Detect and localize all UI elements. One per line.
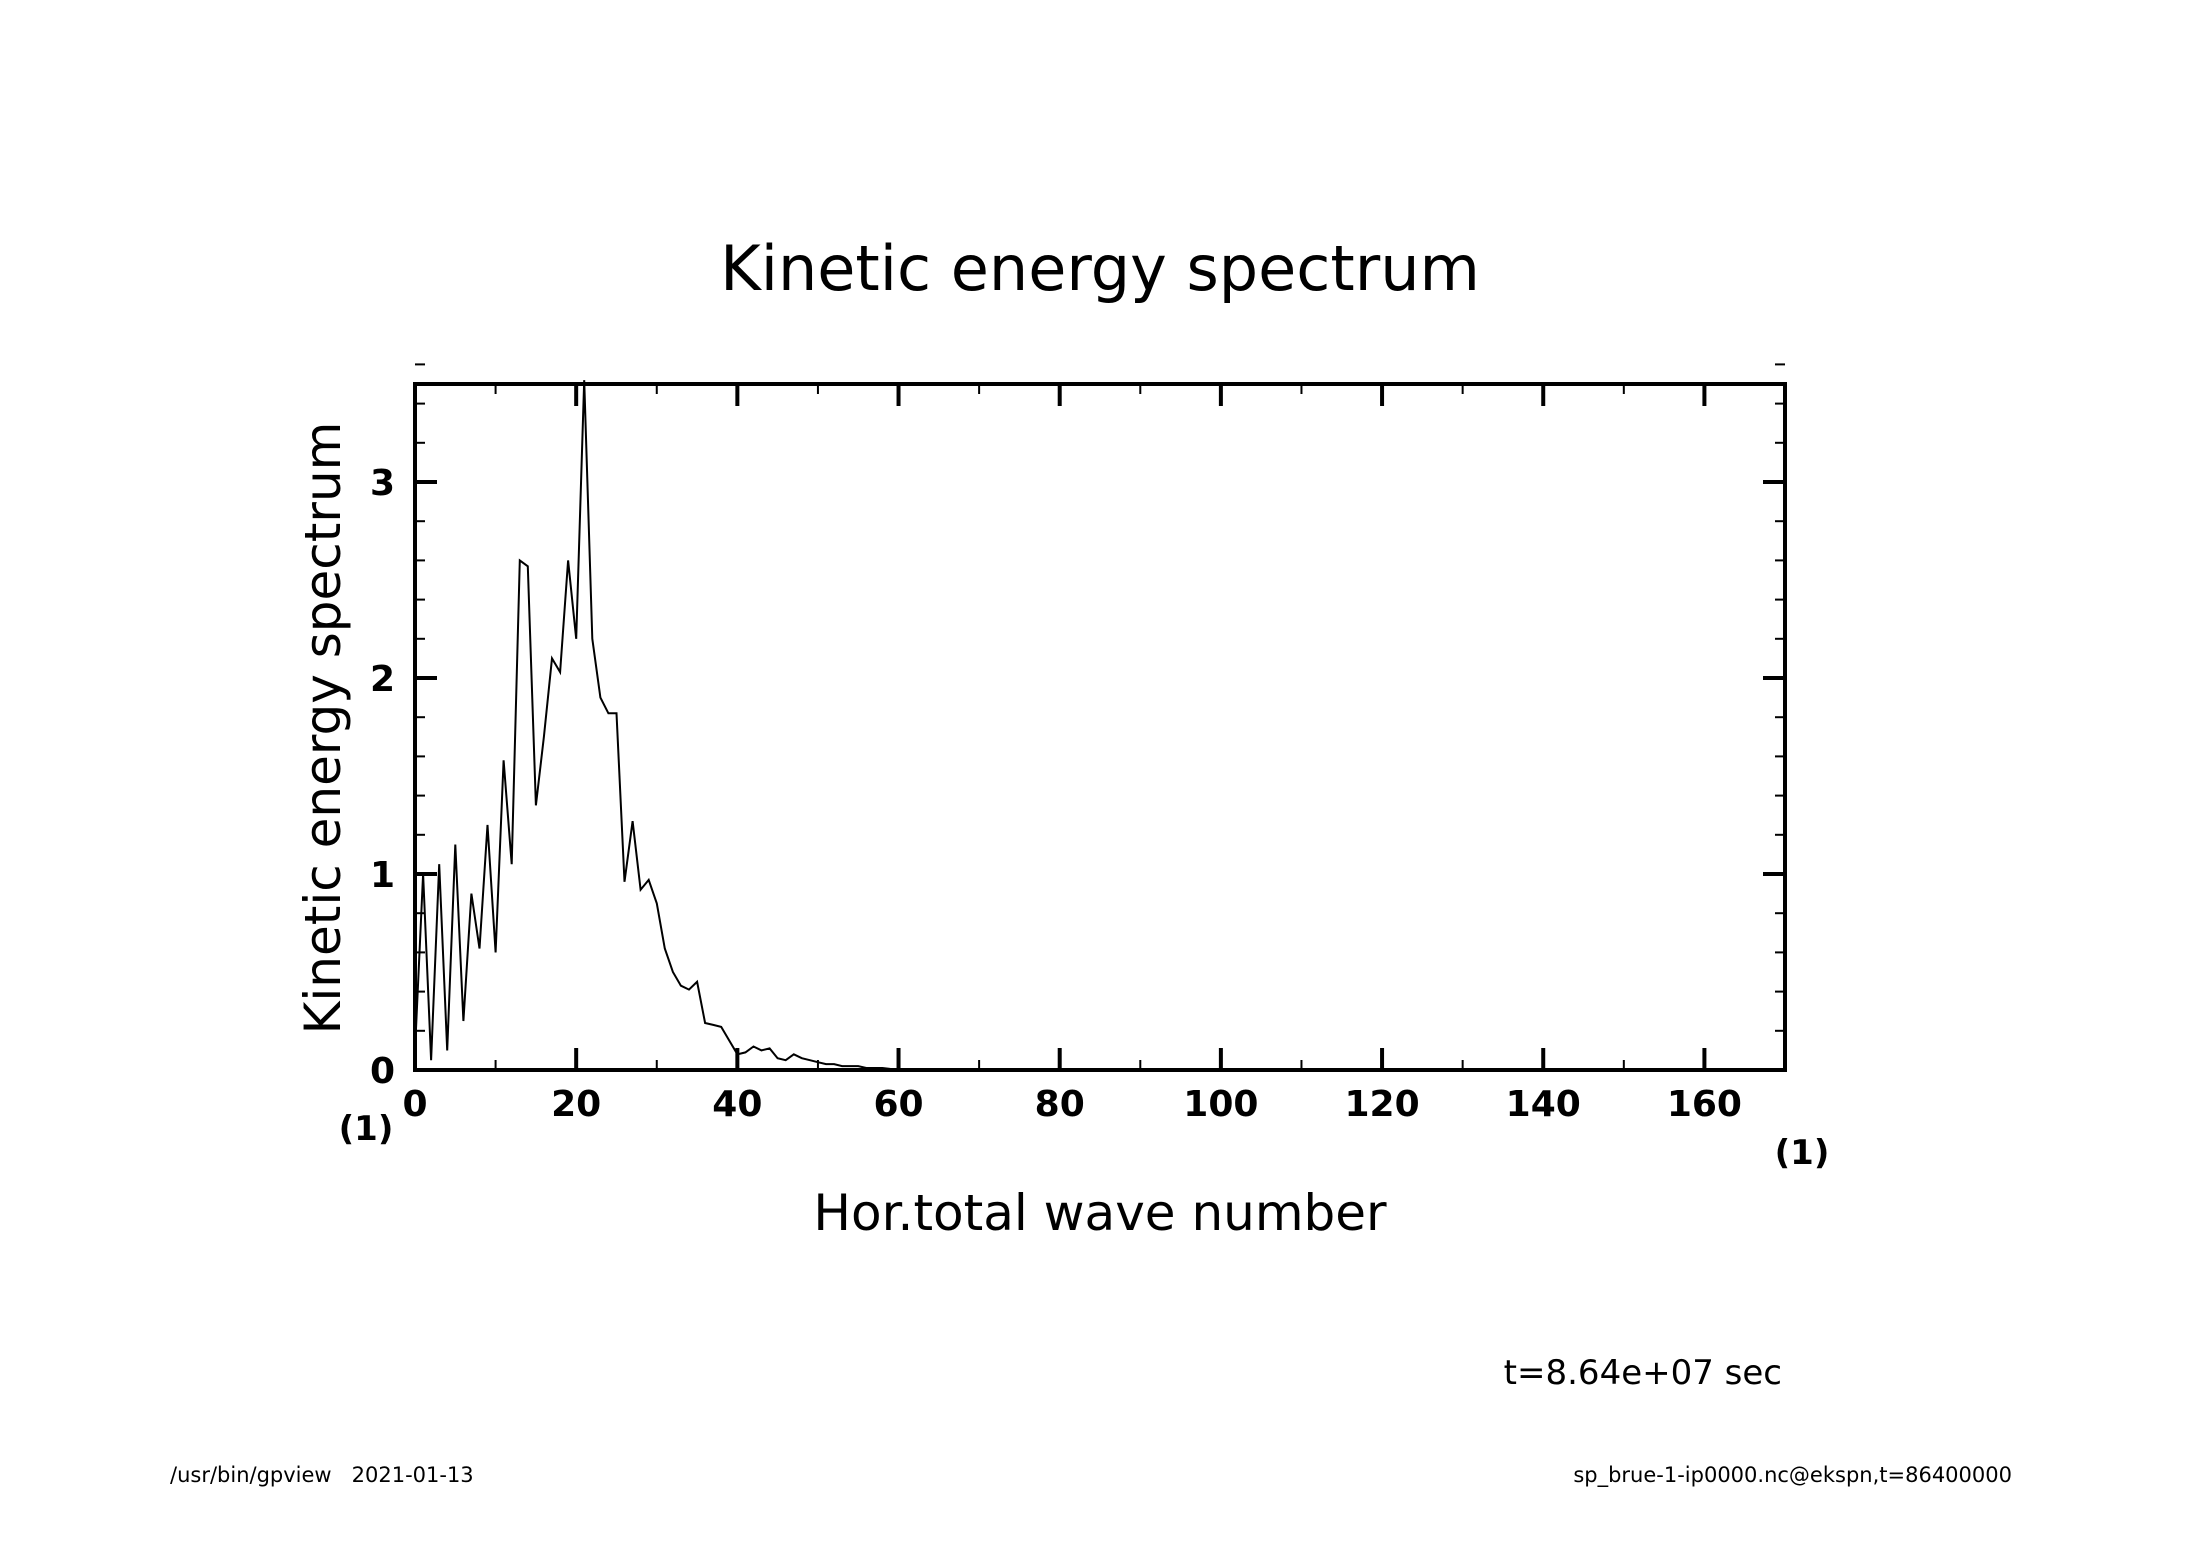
x-tick-label: 80 <box>1035 1084 1085 1125</box>
x-tick-label: 100 <box>1183 1084 1258 1125</box>
axis-ticks <box>413 363 1786 1072</box>
x-tick-label: 20 <box>551 1084 601 1125</box>
series-line-kinetic-energy <box>414 380 1785 1071</box>
chart-title: Kinetic energy spectrum <box>720 232 1480 305</box>
y-tick-label: 3 <box>370 463 395 504</box>
y-tick-label: 1 <box>370 855 395 896</box>
x-axis-title: Hor.total wave number <box>813 1184 1387 1242</box>
x-tick-label: 0 <box>402 1084 427 1125</box>
footer-left: /usr/bin/gpview 2021-01-13 <box>170 1463 474 1487</box>
y-tick-label: 0 <box>370 1051 395 1092</box>
footer-right: sp_brue-1-ip0000.nc@ekspn,t=86400000 <box>1573 1463 2012 1488</box>
x-tick-label: 160 <box>1667 1084 1742 1125</box>
y-tick-label: 2 <box>370 659 395 700</box>
x-tick-label: 140 <box>1506 1084 1581 1125</box>
x-tick-label: 120 <box>1344 1084 1419 1125</box>
plot-frame <box>413 382 1787 1072</box>
time-annotation: t=8.64e+07 sec <box>1504 1353 1782 1393</box>
x-tick-label: 40 <box>712 1084 762 1125</box>
x-unit-label: (1) <box>1775 1133 1830 1173</box>
y-axis-title: Kinetic energy spectrum <box>294 422 352 1035</box>
tick-labels: 0 20 40 60 80 100 120 140 160 0 1 2 3 <box>370 463 1742 1125</box>
x-tick-label: 60 <box>873 1084 923 1125</box>
y-unit-label: (1) <box>339 1109 394 1149</box>
